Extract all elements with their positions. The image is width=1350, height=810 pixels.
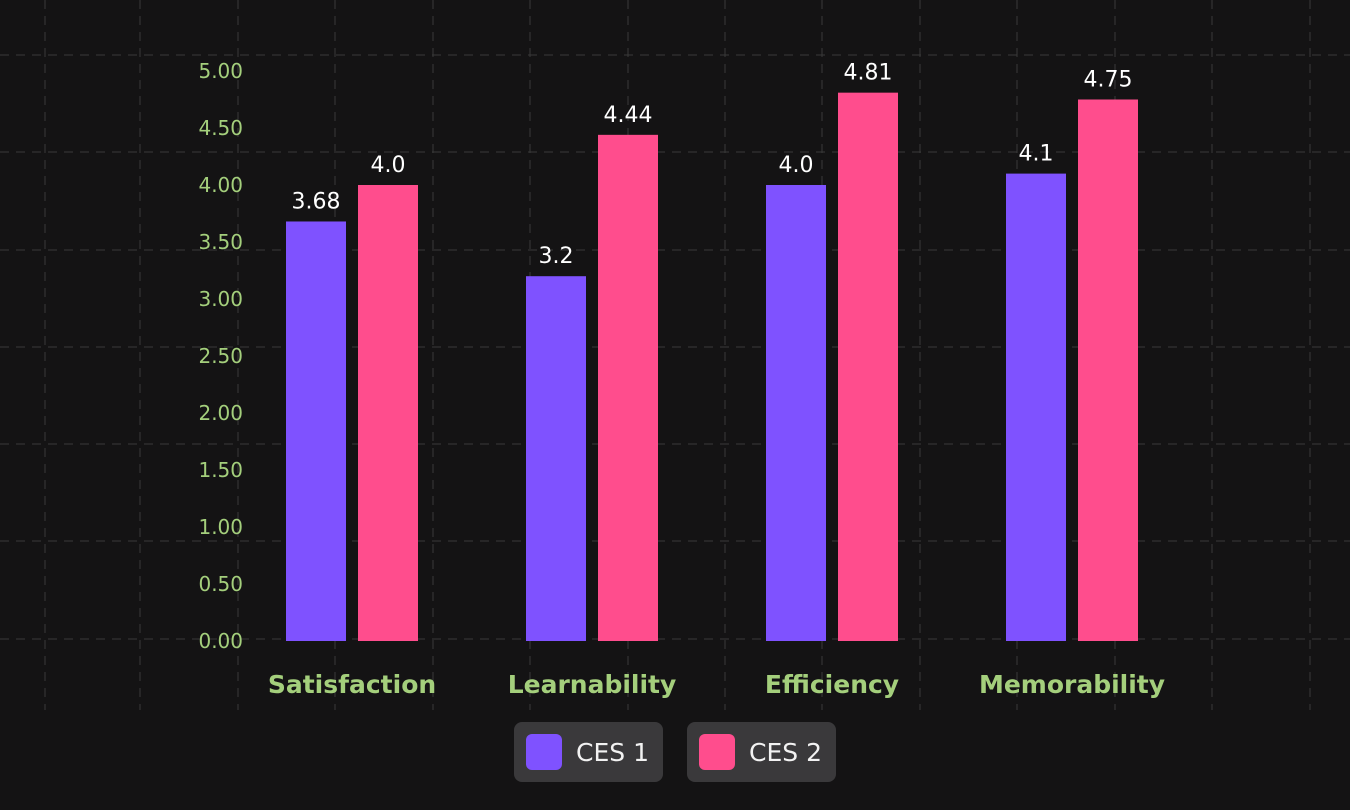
y-tick-label: 1.00	[198, 515, 243, 539]
x-category-label: Efficiency	[765, 670, 899, 699]
y-tick-label: 2.00	[198, 401, 243, 425]
legend-label-ces-1: CES 1	[576, 737, 649, 767]
data-label: 4.0	[371, 153, 406, 178]
legend-item-ces-1[interactable]: CES 1	[514, 722, 663, 782]
data-label: 4.44	[604, 103, 653, 128]
y-tick-label: 1.50	[198, 458, 243, 482]
data-label: 4.0	[779, 153, 814, 178]
bar-ces-2-memorability[interactable]	[1078, 99, 1138, 642]
legend-label-ces-2: CES 2	[749, 737, 822, 767]
legend: CES 1 CES 2	[0, 722, 1350, 782]
y-axis: 0.00 0.50 1.00 1.50 2.00 2.50 3.00 3.50 4.00 4.50…	[198, 59, 243, 653]
y-tick-label: 5.00	[198, 59, 243, 83]
legend-swatch-ces-1	[526, 734, 563, 770]
y-tick-label: 0.50	[198, 572, 243, 596]
data-label: 4.1	[1019, 142, 1054, 167]
bar-series: 3.68 4.0 3.2 4.44 4.0 4.81 4.1 4.75	[286, 61, 1138, 642]
bar-ces-1-satisfaction[interactable]	[286, 221, 346, 642]
y-tick-label: 4.00	[198, 173, 243, 197]
data-label: 4.81	[844, 61, 893, 86]
bar-ces-2-satisfaction[interactable]	[358, 185, 418, 641]
bar-ces-1-efficiency[interactable]	[766, 185, 826, 641]
x-category-label: Memorability	[979, 670, 1165, 699]
y-tick-label: 3.50	[198, 230, 243, 254]
y-tick-label: 3.00	[198, 287, 243, 311]
legend-swatch-ces-2	[699, 734, 735, 770]
bar-ces-2-learnability[interactable]	[598, 134, 658, 641]
bar-ces-1-learnability[interactable]	[526, 276, 586, 641]
y-tick-label: 0.00	[198, 629, 243, 653]
x-axis: Satisfaction Learnability Efficiency Memora…	[268, 670, 1165, 699]
legend-item-ces-2[interactable]: CES 2	[687, 722, 836, 782]
data-label: 4.75	[1084, 68, 1133, 93]
x-category-label: Learnability	[508, 670, 677, 699]
data-label: 3.2	[539, 244, 574, 269]
data-label: 3.68	[292, 189, 341, 214]
bar-chart: 0.00 0.50 1.00 1.50 2.00 2.50 3.00 3.50 4.00 4.50…	[0, 0, 1350, 710]
x-category-label: Satisfaction	[268, 670, 436, 699]
y-tick-label: 4.50	[198, 116, 243, 140]
bar-ces-1-memorability[interactable]	[1006, 173, 1066, 641]
y-tick-label: 2.50	[198, 344, 243, 368]
bar-ces-2-efficiency[interactable]	[838, 92, 898, 641]
